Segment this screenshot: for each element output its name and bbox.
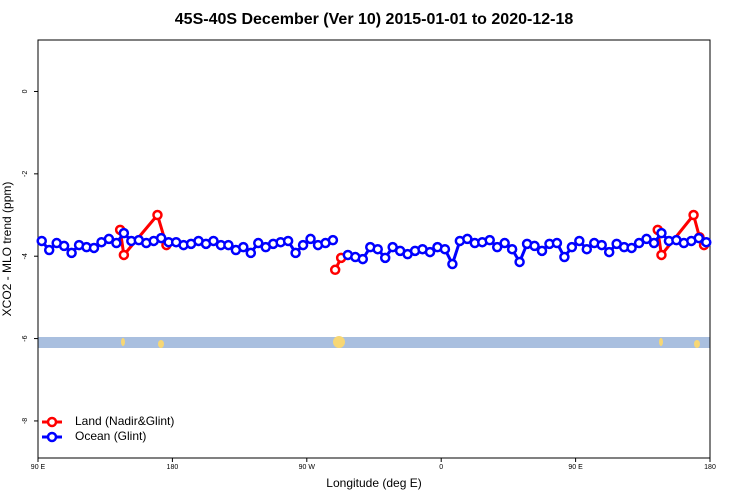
point — [372, 243, 383, 255]
plot-frame — [37, 39, 711, 459]
point — [58, 240, 70, 252]
point — [514, 256, 525, 268]
point — [462, 233, 473, 245]
point — [439, 243, 451, 255]
point — [688, 209, 699, 221]
point — [357, 253, 369, 265]
legend-label: Ocean (Glint) — [75, 429, 146, 443]
point — [379, 252, 391, 264]
point — [701, 236, 712, 248]
point — [253, 237, 264, 249]
point — [603, 246, 615, 258]
x-tick-label: 90 E — [568, 464, 583, 471]
point — [327, 234, 339, 246]
x-tick-label: 180 — [167, 464, 179, 471]
x-tick-label: 180 — [704, 464, 716, 471]
x-tick-label: 90 E — [31, 464, 46, 471]
y-tick-label: -8 — [22, 418, 29, 424]
legend-marker — [46, 416, 58, 428]
y-tick-label: -4 — [22, 253, 29, 259]
point — [305, 233, 316, 245]
point — [223, 239, 234, 251]
map-strip — [38, 336, 710, 348]
point — [641, 233, 652, 245]
point — [656, 227, 667, 239]
y-tick-label: -6 — [22, 335, 29, 341]
point — [103, 233, 115, 245]
point — [559, 251, 570, 263]
point — [484, 234, 495, 246]
x-tick-label: 0 — [439, 464, 443, 471]
point — [581, 243, 593, 255]
point — [648, 237, 660, 249]
point — [491, 241, 503, 253]
point — [656, 249, 667, 261]
point — [574, 235, 585, 247]
point — [238, 241, 249, 253]
point — [66, 247, 77, 259]
point — [499, 237, 510, 249]
point — [424, 246, 436, 258]
y-tick-label: 0 — [22, 89, 29, 93]
point — [43, 244, 55, 256]
point — [633, 237, 645, 249]
legend-label: Land (Nadir&Glint) — [75, 414, 174, 428]
x-axis-label: Longitude (deg E) — [326, 476, 421, 490]
point — [88, 242, 100, 254]
point — [329, 264, 341, 276]
point — [155, 232, 167, 244]
legend-marker — [46, 431, 58, 443]
point — [118, 249, 130, 261]
point — [693, 232, 705, 244]
point — [566, 241, 578, 253]
point — [282, 235, 294, 247]
point — [290, 247, 301, 259]
point — [297, 239, 309, 251]
x-tick-label: 90 W — [299, 464, 316, 471]
chart-title: 45S-40S December (Ver 10) 2015-01-01 to … — [175, 11, 574, 28]
point — [596, 239, 607, 251]
y-axis-label: XCO2 - MLO trend (ppm) — [0, 182, 14, 317]
point — [245, 247, 257, 259]
y-tick-label: -2 — [22, 171, 29, 177]
point — [529, 240, 540, 252]
point — [152, 209, 163, 221]
point — [506, 243, 518, 255]
point — [536, 245, 548, 257]
point — [208, 235, 219, 247]
point — [447, 258, 458, 270]
point — [36, 235, 47, 247]
point — [118, 227, 130, 239]
point — [626, 242, 637, 254]
point — [111, 237, 122, 249]
point — [551, 237, 563, 249]
